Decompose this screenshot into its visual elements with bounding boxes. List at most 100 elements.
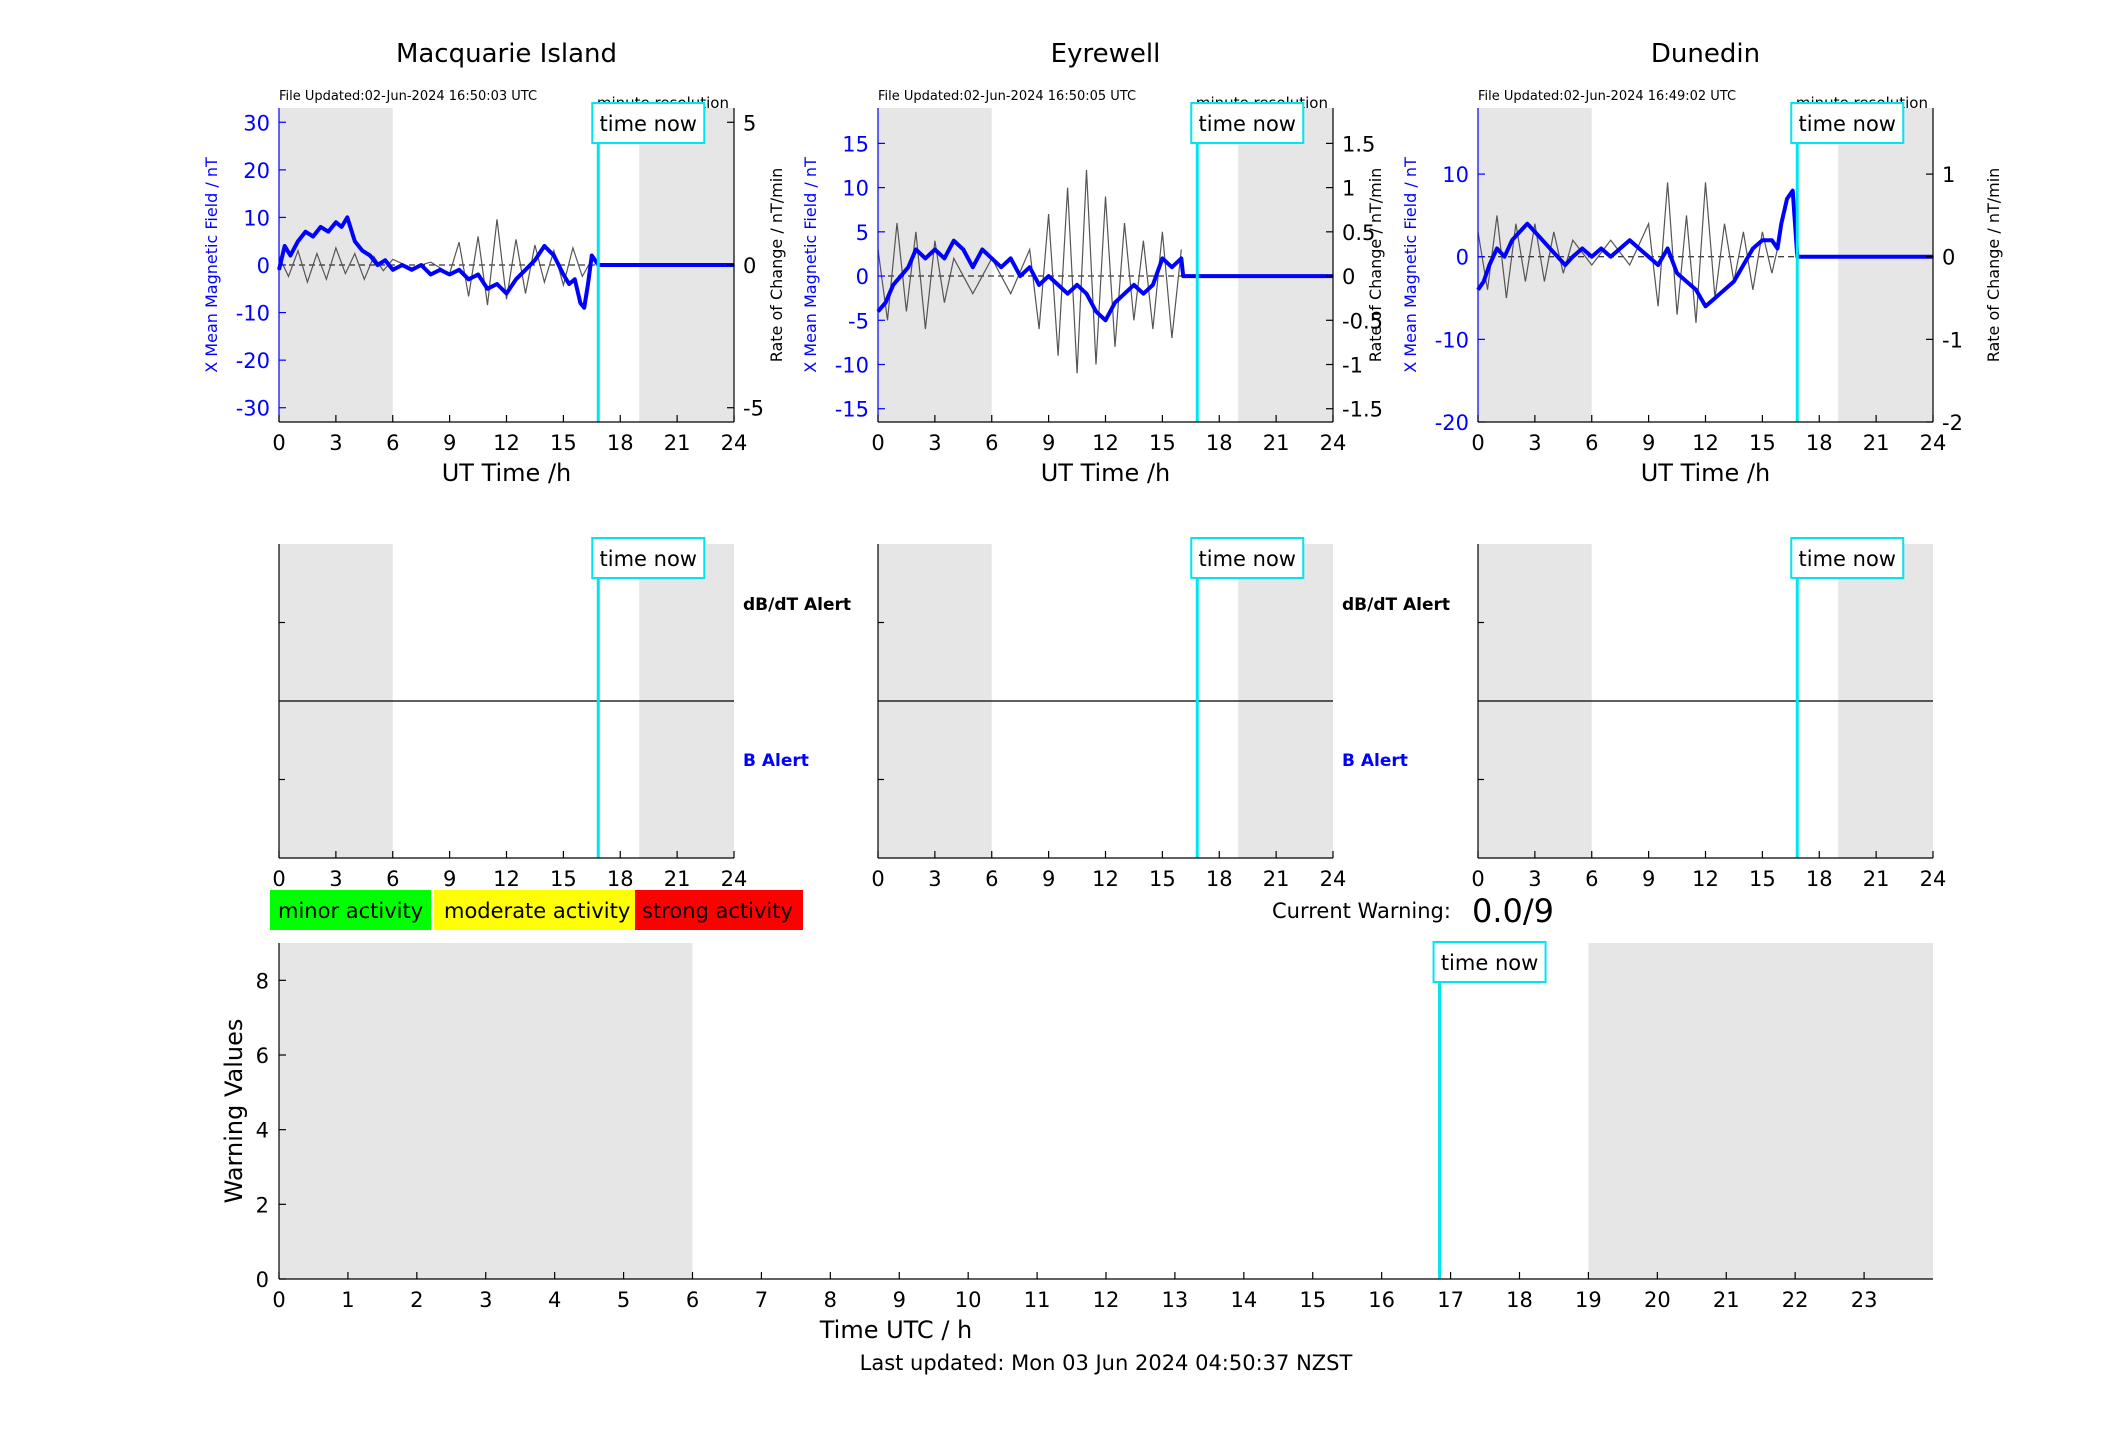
magnetic-field-point bbox=[1786, 198, 1788, 200]
magnetic-field-point bbox=[401, 264, 404, 266]
x-tick-label: 18 bbox=[607, 867, 634, 891]
legend-moderate-label: moderate activity bbox=[444, 899, 630, 923]
magnetic-field-point bbox=[1000, 266, 1003, 269]
magnetic-field-point bbox=[1095, 310, 1097, 313]
magnetic-field-point bbox=[1704, 305, 1707, 308]
x-tick-label: 15 bbox=[550, 867, 577, 891]
magnetic-field-point bbox=[953, 239, 955, 242]
dbdt-alert-label: dB/dT Alert bbox=[1342, 595, 1450, 615]
x-tick-label: 12 bbox=[1692, 431, 1719, 455]
right-axis-label: Rate of Change / nT/min bbox=[767, 168, 786, 363]
alert-panel: time now 0 3 6 9 12 15 18 21 24 dB/dT Alert B Alert bbox=[871, 537, 1450, 891]
chart-title: Eyrewell bbox=[1051, 39, 1161, 69]
x-tick-label: 21 bbox=[1263, 867, 1290, 891]
x-tick-label: 24 bbox=[1320, 431, 1347, 455]
warning-y-tick-label: 4 bbox=[256, 1119, 269, 1143]
warning-x-tick-label: 11 bbox=[1024, 1288, 1051, 1312]
magnetic-field-point bbox=[1676, 272, 1678, 275]
magnetic-field-point bbox=[568, 283, 570, 285]
chart-title: Macquarie Island bbox=[396, 39, 617, 69]
time-now-label: time now bbox=[1441, 951, 1538, 975]
magnetic-field-point bbox=[1142, 292, 1145, 295]
right-axis-label: Rate of Change / nT/min bbox=[1984, 168, 2003, 363]
magnetic-field-point bbox=[1742, 264, 1745, 266]
magnetic-field-point bbox=[1009, 257, 1012, 260]
warning-x-tick-label: 21 bbox=[1713, 1288, 1740, 1312]
magnetic-field-point bbox=[467, 278, 470, 281]
magnetic-field-point bbox=[1123, 292, 1126, 295]
x-tick-label: 18 bbox=[1206, 431, 1233, 455]
magnetic-field-point bbox=[1496, 247, 1498, 250]
right-tick-label: 1.5 bbox=[1342, 132, 1375, 156]
magnetic-field-point bbox=[1171, 266, 1173, 269]
warning-x-axis-label: Time UTC / h bbox=[819, 1316, 973, 1344]
magnetic-field-point bbox=[1114, 301, 1116, 304]
magnetic-field-point bbox=[899, 275, 902, 277]
time-now-box bbox=[1790, 537, 1905, 579]
magnetic-field-point bbox=[354, 240, 356, 243]
magnetic-field-point bbox=[1752, 247, 1754, 250]
time-now-box bbox=[1432, 941, 1547, 983]
x-tick-label: 24 bbox=[1320, 867, 1347, 891]
magnetic-field-point bbox=[1695, 288, 1697, 291]
magnetic-field-point bbox=[429, 273, 432, 276]
magnetic-field-point bbox=[907, 266, 910, 269]
x-tick-label: 9 bbox=[1642, 431, 1655, 455]
right-tick-label: 1 bbox=[1942, 163, 1955, 187]
x-tick-label: 9 bbox=[1642, 867, 1655, 891]
magnetic-field-point bbox=[1076, 284, 1078, 286]
file-updated-label: File Updated:02-Jun-2024 16:50:05 UTC bbox=[878, 89, 1136, 104]
x-tick-label: 0 bbox=[272, 431, 285, 455]
magnetic-field-point bbox=[327, 230, 330, 233]
magnetic-field-point bbox=[573, 278, 576, 281]
warning-x-tick-label: 3 bbox=[479, 1288, 492, 1312]
left-tick-label: 10 bbox=[842, 177, 869, 201]
magnetic-field-point bbox=[439, 268, 441, 271]
right-tick-label: -5 bbox=[743, 397, 764, 421]
time-now-box bbox=[1190, 102, 1305, 144]
magnetic-field-point bbox=[1657, 264, 1659, 266]
time-now-label: time now bbox=[1799, 547, 1896, 571]
warning-y-tick-label: 2 bbox=[256, 1193, 269, 1217]
x-tick-label: 21 bbox=[1263, 431, 1290, 455]
x-tick-label: 0 bbox=[1471, 867, 1484, 891]
right-tick-label: 0 bbox=[1342, 265, 1355, 289]
x-tick-label: 0 bbox=[1471, 431, 1484, 455]
magnetic-field-point bbox=[515, 278, 517, 281]
magnetic-field-point bbox=[1628, 239, 1631, 242]
x-tick-label: 15 bbox=[550, 431, 577, 455]
magnetic-field-point bbox=[962, 248, 965, 251]
right-tick-label: 1 bbox=[1342, 177, 1355, 201]
right-tick-label: 0 bbox=[1942, 246, 1955, 270]
x-tick-label: 18 bbox=[1206, 867, 1233, 891]
magnetic-field-point bbox=[1666, 247, 1669, 250]
legend-moderate-swatch bbox=[434, 890, 635, 930]
magnetic-field-point bbox=[458, 268, 460, 271]
x-tick-label: 15 bbox=[1749, 431, 1776, 455]
magnetic-field-point bbox=[304, 230, 307, 233]
warning-y-tick-label: 6 bbox=[256, 1044, 269, 1068]
magnetic-field-point bbox=[1526, 222, 1529, 225]
magnetic-field-point bbox=[1182, 275, 1185, 277]
magnetic-field-point bbox=[1714, 297, 1716, 299]
rate-of-change-series bbox=[877, 169, 1182, 374]
magnetic-field-point bbox=[340, 226, 343, 228]
magnetic-field-point bbox=[1066, 292, 1069, 295]
magnetic-field-point bbox=[361, 249, 364, 252]
night-shading-0 bbox=[1478, 108, 1592, 422]
magnetic-field-point bbox=[1600, 247, 1603, 250]
magnetic-field-point bbox=[553, 254, 555, 257]
x-tick-label: 21 bbox=[1863, 431, 1890, 455]
magnetic-field-point bbox=[477, 273, 479, 276]
x-tick-label: 3 bbox=[928, 431, 941, 455]
magnetic-field-point bbox=[297, 240, 299, 243]
warning-x-tick-label: 0 bbox=[272, 1288, 285, 1312]
x-tick-label: 18 bbox=[1806, 431, 1833, 455]
magnetic-field-point bbox=[319, 226, 322, 228]
magnetic-field-point bbox=[1761, 239, 1764, 242]
time-now-box bbox=[591, 102, 706, 144]
time-now-label: time now bbox=[1199, 112, 1296, 136]
magnetic-field-point bbox=[534, 259, 536, 262]
